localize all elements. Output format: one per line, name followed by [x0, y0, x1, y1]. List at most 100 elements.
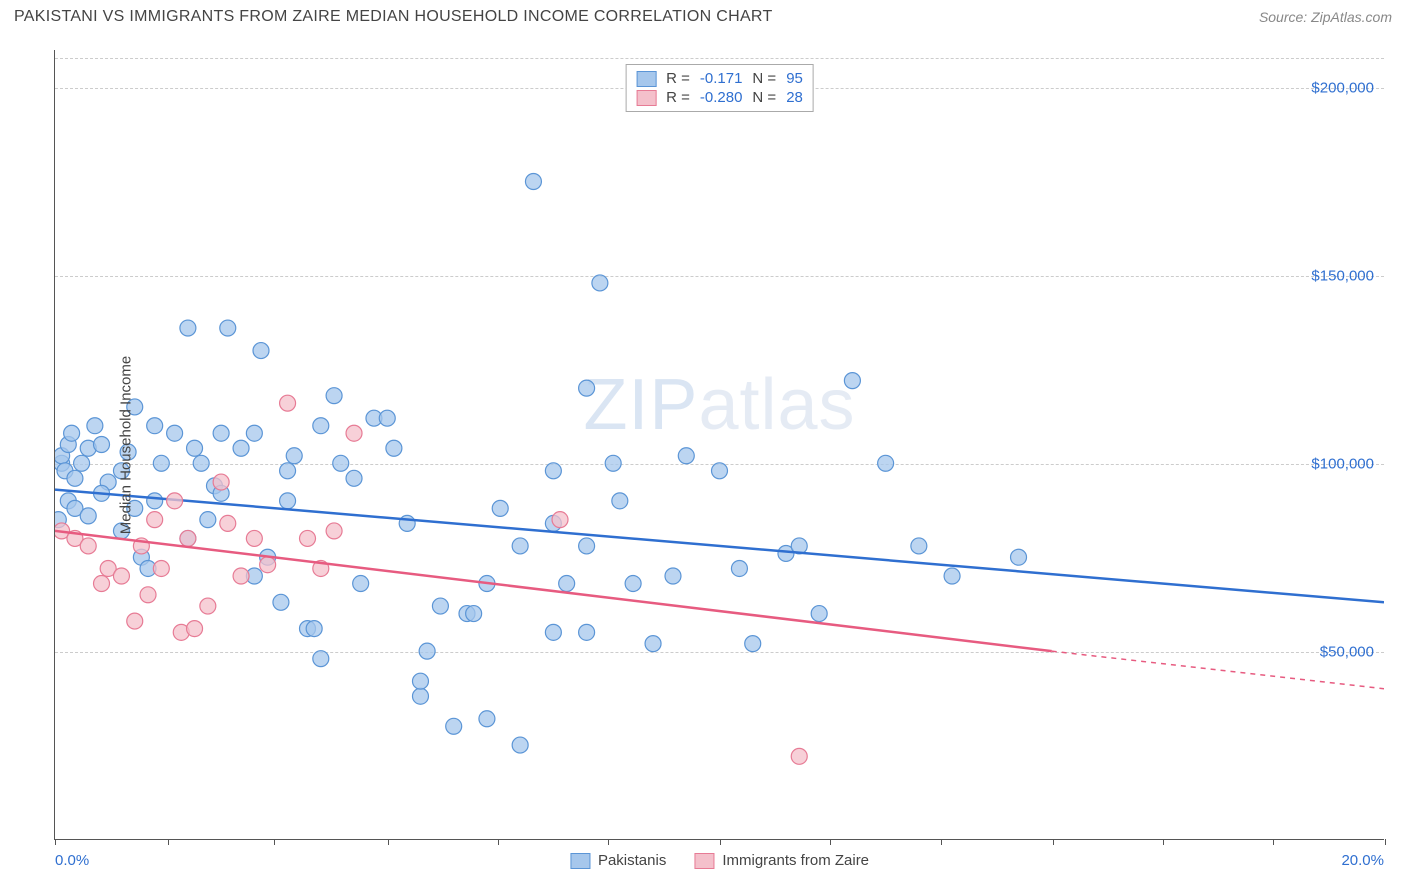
data-point: [665, 568, 681, 584]
data-point: [731, 560, 747, 576]
data-point: [94, 485, 110, 501]
data-point: [213, 485, 229, 501]
source-attribution: Source: ZipAtlas.com: [1259, 9, 1392, 25]
x-axis-max-label: 20.0%: [1341, 852, 1384, 869]
data-point: [206, 478, 222, 494]
r-value-series-1: -0.280: [700, 89, 743, 106]
data-point: [466, 606, 482, 622]
swatch-series-1: [636, 90, 656, 106]
data-point: [220, 320, 236, 336]
data-point: [94, 576, 110, 592]
gridline: [55, 464, 1384, 465]
data-point: [612, 493, 628, 509]
gridline: [55, 652, 1384, 653]
data-point: [844, 373, 860, 389]
legend-item-series-0: Pakistanis: [570, 852, 666, 869]
data-point: [313, 651, 329, 667]
correlation-chart: ZIPatlas $50,000$100,000$150,000$200,000…: [14, 40, 1392, 880]
gridline: [55, 58, 1384, 59]
data-point: [60, 493, 76, 509]
data-point: [791, 748, 807, 764]
data-point: [67, 470, 83, 486]
x-tick: [55, 839, 56, 845]
data-point: [260, 549, 276, 565]
data-point: [412, 673, 428, 689]
data-point: [167, 493, 183, 509]
x-tick: [498, 839, 499, 845]
data-point: [187, 440, 203, 456]
data-point: [479, 576, 495, 592]
data-point: [246, 425, 262, 441]
data-point: [459, 606, 475, 622]
data-point: [246, 568, 262, 584]
chart-title: PAKISTANI VS IMMIGRANTS FROM ZAIRE MEDIA…: [14, 8, 773, 26]
data-point: [280, 395, 296, 411]
x-tick: [274, 839, 275, 845]
data-point: [280, 493, 296, 509]
swatch-series-0: [636, 71, 656, 87]
data-point: [512, 538, 528, 554]
data-point: [432, 598, 448, 614]
data-point: [791, 538, 807, 554]
data-point: [286, 448, 302, 464]
legend-swatch-1: [694, 853, 714, 869]
data-point: [173, 624, 189, 640]
x-tick: [1163, 839, 1164, 845]
data-point: [273, 594, 289, 610]
regression-line: [55, 531, 1052, 651]
data-point: [200, 512, 216, 528]
data-point: [57, 463, 73, 479]
data-point: [80, 538, 96, 554]
y-tick-label: $100,000: [1311, 455, 1374, 472]
data-point: [579, 538, 595, 554]
legend-item-series-1: Immigrants from Zaire: [694, 852, 869, 869]
data-point: [147, 418, 163, 434]
data-point: [60, 437, 76, 453]
data-point: [399, 515, 415, 531]
data-point: [246, 530, 262, 546]
data-point: [253, 343, 269, 359]
data-point: [1011, 549, 1027, 565]
r-label: R =: [666, 89, 690, 106]
data-point: [559, 576, 575, 592]
data-point: [67, 500, 83, 516]
data-point: [300, 621, 316, 637]
data-point: [379, 410, 395, 426]
y-axis-title: Median Household Income: [118, 355, 135, 533]
data-point: [353, 576, 369, 592]
data-point: [366, 410, 382, 426]
data-point: [911, 538, 927, 554]
data-point: [133, 538, 149, 554]
data-point: [552, 512, 568, 528]
data-point: [180, 320, 196, 336]
data-point: [133, 549, 149, 565]
legend-swatch-0: [570, 853, 590, 869]
scatter-svg: [55, 50, 1384, 839]
n-label: N =: [752, 89, 776, 106]
data-point: [180, 530, 196, 546]
x-tick: [608, 839, 609, 845]
x-tick: [941, 839, 942, 845]
y-tick-label: $200,000: [1311, 79, 1374, 96]
data-point: [346, 470, 362, 486]
data-point: [140, 560, 156, 576]
x-tick: [720, 839, 721, 845]
y-tick-label: $50,000: [1320, 643, 1374, 660]
stats-row-series-1: R = -0.280 N = 28: [636, 88, 803, 107]
n-value-series-1: 28: [786, 89, 803, 106]
data-point: [94, 437, 110, 453]
n-label: N =: [752, 70, 776, 87]
x-tick: [1385, 839, 1386, 845]
data-point: [678, 448, 694, 464]
data-point: [525, 174, 541, 190]
r-value-series-0: -0.171: [700, 70, 743, 87]
data-point: [213, 474, 229, 490]
r-label: R =: [666, 70, 690, 87]
data-point: [479, 711, 495, 727]
data-point: [167, 425, 183, 441]
data-point: [545, 624, 561, 640]
data-point: [200, 598, 216, 614]
chart-header: PAKISTANI VS IMMIGRANTS FROM ZAIRE MEDIA…: [0, 0, 1406, 32]
data-point: [492, 500, 508, 516]
legend-label-1: Immigrants from Zaire: [722, 852, 869, 869]
